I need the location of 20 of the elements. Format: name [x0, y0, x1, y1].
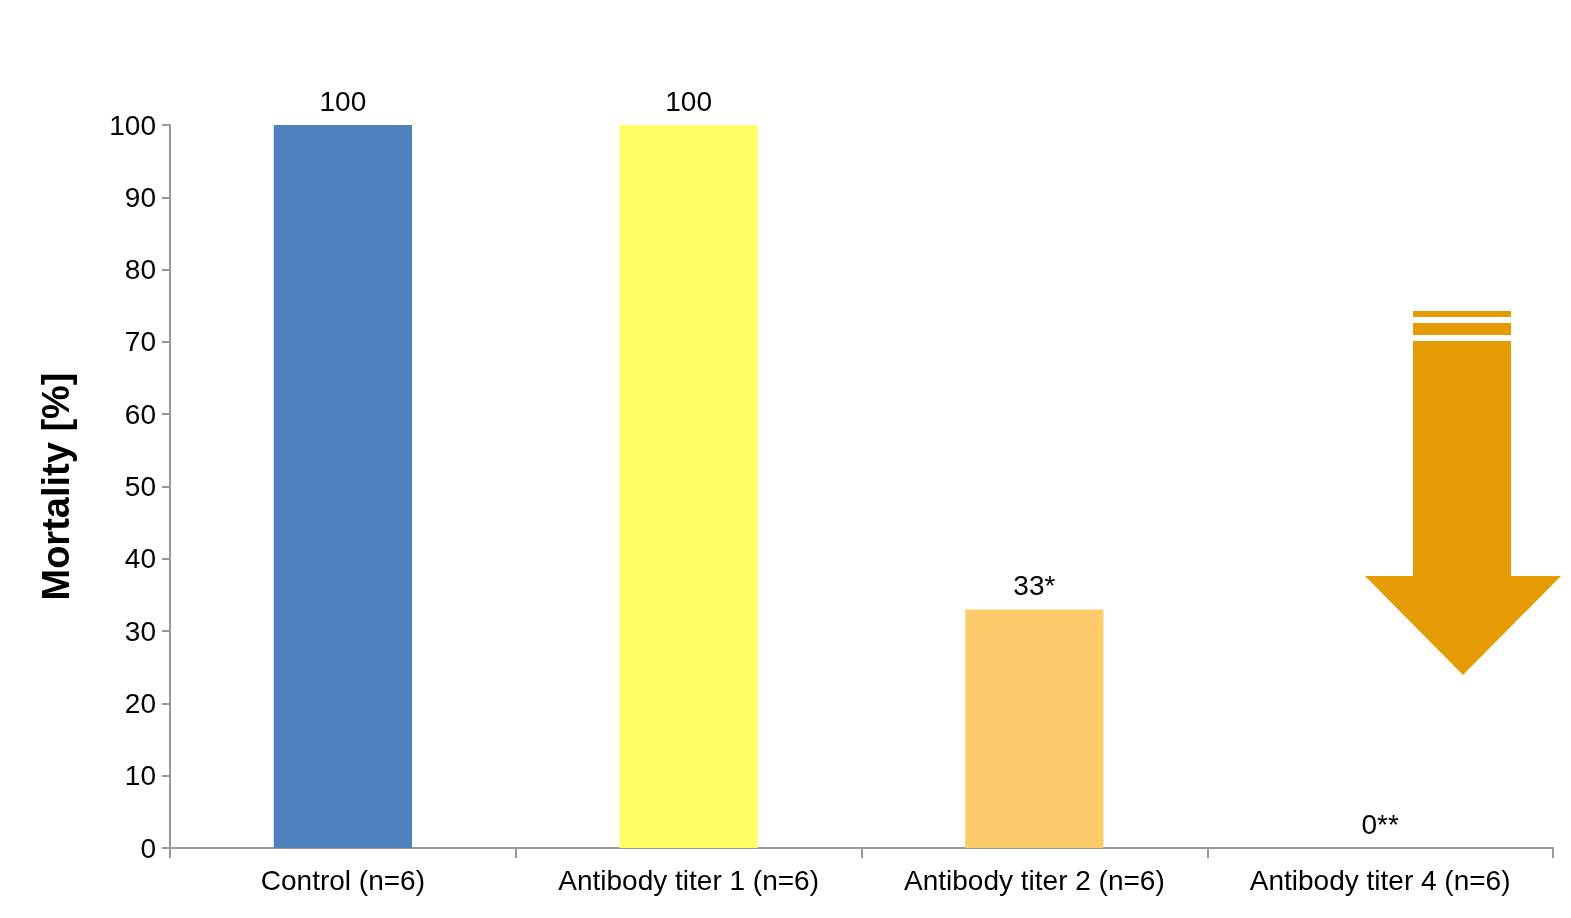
data-label: 0**: [1361, 808, 1399, 840]
y-tick-label: 30: [124, 615, 156, 647]
x-tick-label: Antibody titer 1 (n=6): [558, 864, 819, 896]
y-tick-label: 50: [124, 471, 156, 502]
data-label: 100: [319, 85, 367, 117]
y-tick-label: 70: [124, 326, 156, 358]
y-axis-title: Mortality [%]: [35, 372, 77, 601]
x-tick-label: Antibody titer 2 (n=6): [904, 864, 1165, 896]
y-tick-label: 10: [124, 760, 156, 792]
y-tick-label: 40: [124, 543, 156, 575]
y-tick-label: 60: [124, 398, 156, 430]
y-tick-label: 80: [124, 254, 156, 286]
x-tick-label: Control (n=6): [260, 864, 425, 896]
y-tick-label: 0: [140, 832, 156, 864]
y-tick-label: 100: [109, 109, 156, 141]
data-label: 33*: [1013, 569, 1056, 601]
y-tick-label: 20: [124, 687, 156, 719]
y-tick-label: 90: [124, 181, 156, 213]
data-label: 100: [665, 85, 712, 117]
x-tick-label: Antibody titer 4 (n=6): [1249, 864, 1511, 896]
